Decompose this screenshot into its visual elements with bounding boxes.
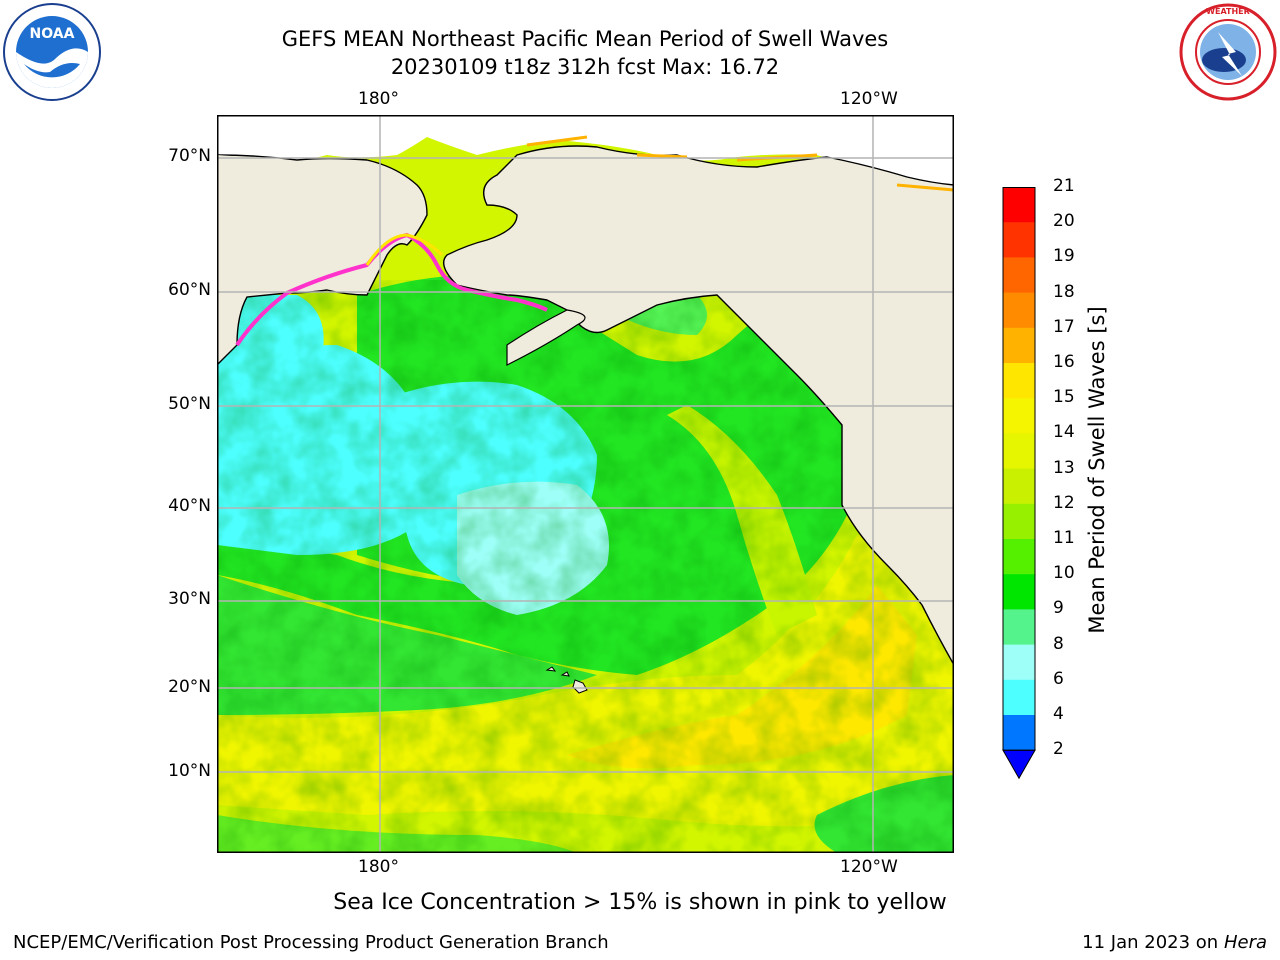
colorbar-segment [1003,433,1035,470]
lon-label-bottom-120w: 120°W [840,857,898,877]
colorbar-segment [1003,503,1035,540]
colorbar-tick-label: 6 [1053,668,1064,689]
footer-date: 11 Jan 2023 on Hera [1082,932,1267,953]
colorbar-tick-label: 16 [1053,352,1075,372]
footer-credit: NCEP/EMC/Verification Post Processing Pr… [13,932,609,953]
colorbar-tick-label: 15 [1053,387,1075,408]
lat-label-40n: 40°N [168,496,211,516]
colorbar-tick-label: 4 [1053,704,1064,724]
graticule [217,115,954,853]
colorbar-segment [1003,398,1035,434]
colorbar-segment [1003,363,1035,399]
lat-label-50n: 50°N [168,394,211,414]
colorbar-tick-label: 20 [1053,211,1075,232]
sea-ice-caption: Sea Ice Concentration > 15% is shown in … [333,890,947,915]
lat-label-60n: 60°N [168,280,211,300]
colorbar-tick-label: 9 [1053,598,1064,619]
colorbar-extend-arrow [1002,749,1036,780]
colorbar-tick-label: 11 [1053,528,1075,548]
colorbar-outline [1002,187,1036,751]
lon-label-top-120w: 120°W [840,89,898,109]
lon-label-bottom-180: 180° [358,857,399,877]
colorbar-segment [1003,222,1035,258]
colorbar-segment [1003,609,1035,646]
colorbar-tick-label: 8 [1053,633,1064,654]
colorbar-tick-label: 18 [1053,281,1075,302]
colorbar [1002,187,1036,782]
colorbar-segment [1003,327,1035,364]
colorbar-title: Mean Period of Swell Waves [s] [1085,306,1109,634]
colorbar-tick-label: 12 [1053,492,1075,513]
nws-logo: WEATHER [1178,2,1278,102]
colorbar-segment [1003,187,1035,223]
noaa-logo: NOAA [2,2,102,102]
colorbar-segment [1003,644,1035,681]
lat-label-70n: 70°N [168,146,211,166]
lat-label-10n: 10°N [168,761,211,781]
swell-period-map [217,115,954,853]
colorbar-segment [1003,539,1035,575]
colorbar-tick-label: 14 [1053,422,1075,443]
colorbar-tick-label: 10 [1053,563,1075,584]
colorbar-tick-label: 2 [1053,739,1064,760]
svg-text:NOAA: NOAA [30,26,75,42]
colorbar-tick-label: 17 [1053,316,1075,337]
colorbar-segment [1003,468,1035,505]
chart-title: GEFS MEAN Northeast Pacific Mean Period … [281,27,889,51]
colorbar-segment [1003,679,1035,716]
lat-label-20n: 20°N [168,677,211,697]
colorbar-tick-label: 13 [1053,457,1075,478]
colorbar-segment [1003,574,1035,610]
footer-date-text: 11 Jan 2023 on [1082,932,1224,953]
colorbar-tick-label: 21 [1053,176,1075,196]
colorbar-segment [1003,292,1035,329]
lon-label-top-180: 180° [358,89,399,109]
lat-label-30n: 30°N [168,589,211,609]
colorbar-tick-label: 19 [1053,246,1075,267]
svg-text:WEATHER: WEATHER [1206,7,1250,16]
colorbar-segment [1003,257,1035,294]
footer-host: Hera [1223,932,1267,953]
chart-subtitle: 20230109 t18z 312h fcst Max: 16.72 [390,55,780,79]
colorbar-segment [1003,715,1035,751]
